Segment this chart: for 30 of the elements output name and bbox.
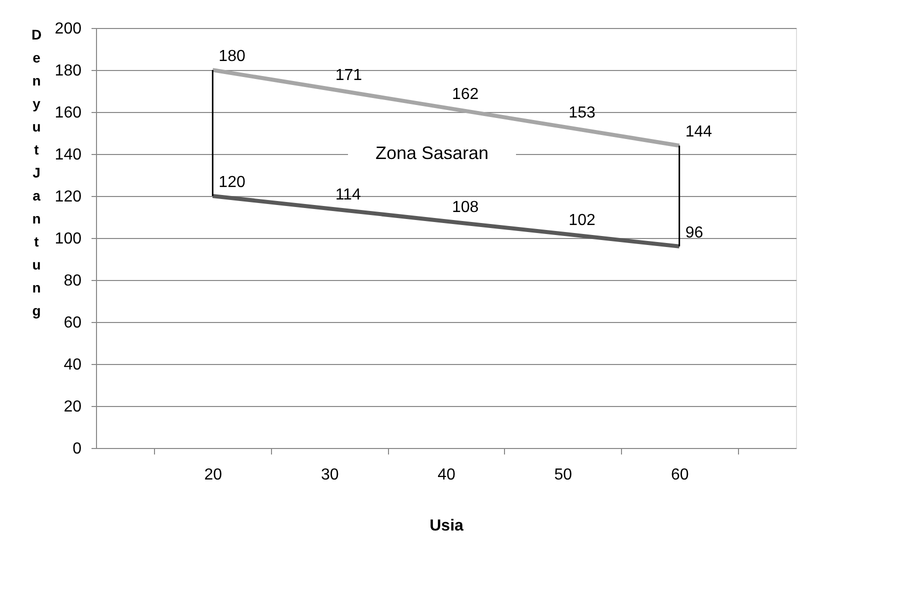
data-label: 108 [452,199,479,216]
y-tick-label: 80 [64,272,82,290]
y-tick-label: 60 [64,314,82,332]
data-label: 102 [568,212,596,229]
data-label: 114 [335,186,361,204]
x-tick-label: 40 [438,466,456,484]
text: Denyut Jantung [31,26,42,318]
data-label: 171 [335,66,362,84]
data-label: 162 [452,86,479,103]
x-tick-label: 50 [554,466,572,484]
y-tick-label: 180 [54,62,82,80]
y-tick-label: 120 [54,188,82,206]
y-tick-label: 160 [54,104,82,122]
y-tick-label: 0 [72,440,82,458]
annotation: Zona Sasaran [375,143,489,163]
y-tick-label: 140 [54,146,82,164]
x-tick-label: 20 [204,466,222,484]
y-tick-label: 200 [54,20,82,38]
x-axis-title: Usia [430,518,464,534]
y-tick-label: 20 [64,398,82,416]
y-tick-label: 100 [54,230,82,248]
x-tick-label: 30 [320,466,339,484]
data-label: 180 [218,48,246,65]
data-label: 120 [218,174,246,191]
y-tick-label: 40 [64,356,82,374]
data-label: 96 [685,224,704,242]
data-label: 144 [685,124,712,141]
data-label: 153 [568,104,596,122]
x-tick-label: 60 [670,466,689,484]
line-series [210,68,682,148]
